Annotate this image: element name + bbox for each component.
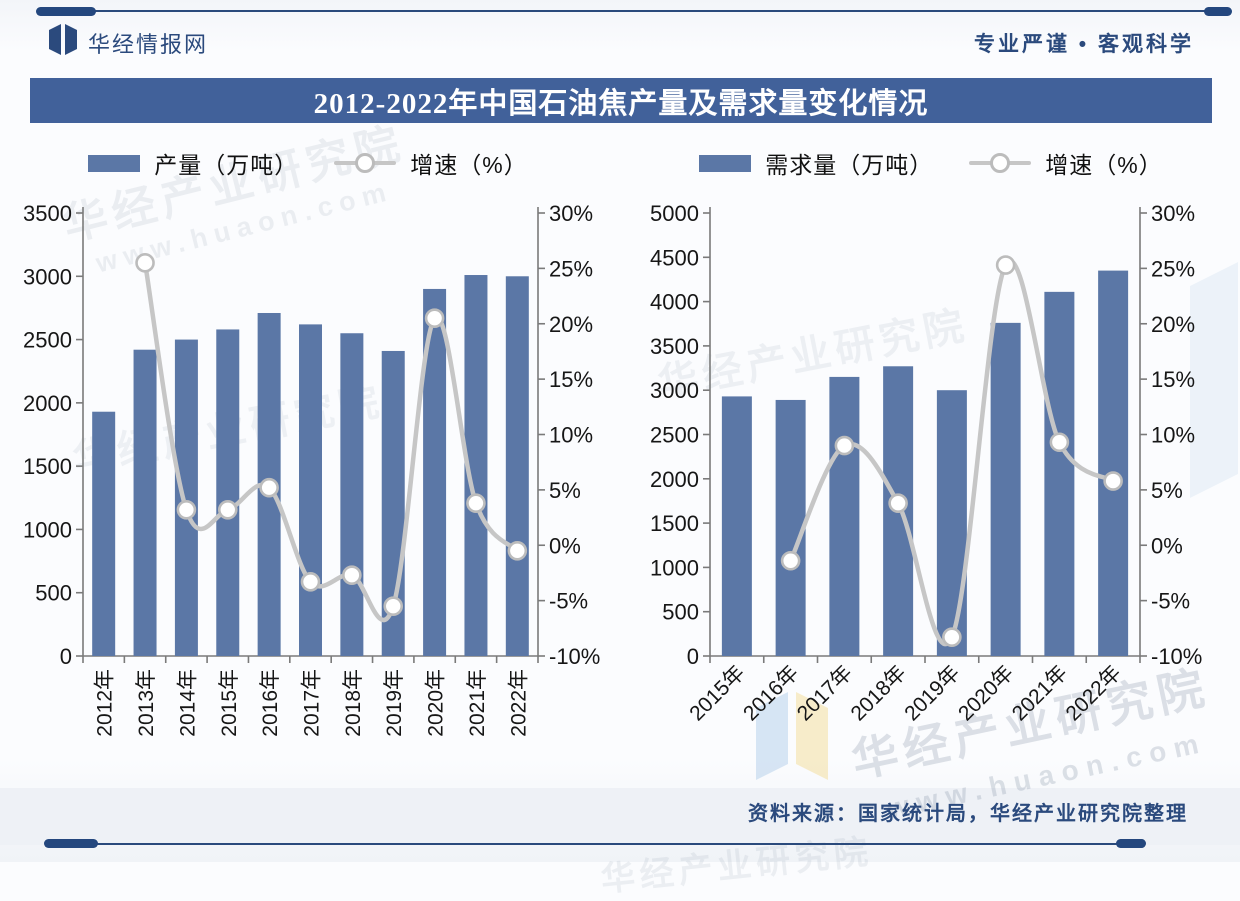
svg-text:2021年: 2021年: [1008, 661, 1072, 725]
svg-text:500: 500: [662, 600, 699, 625]
brand-name: 华经情报网: [88, 32, 209, 57]
svg-text:2018年: 2018年: [847, 661, 911, 725]
svg-text:2500: 2500: [23, 328, 72, 353]
svg-text:2019年: 2019年: [900, 661, 964, 725]
bar-legend-swatch: [699, 154, 752, 172]
svg-text:2012年: 2012年: [94, 669, 117, 737]
bottom-left-dash: [44, 839, 98, 848]
svg-text:2017年: 2017年: [793, 661, 857, 725]
brand-logo-icon: [49, 24, 77, 55]
svg-text:500: 500: [35, 581, 72, 606]
svg-text:1000: 1000: [23, 517, 72, 542]
svg-text:2019年: 2019年: [383, 669, 406, 737]
svg-text:0: 0: [687, 644, 699, 669]
line-legend-label: 增速（%）: [410, 152, 528, 178]
svg-text:10%: 10%: [549, 423, 593, 448]
svg-text:2018年: 2018年: [342, 669, 365, 737]
top-left-dash: [36, 7, 96, 16]
footer-band: [0, 788, 1240, 845]
svg-text:2021年: 2021年: [466, 669, 489, 737]
svg-text:5%: 5%: [1151, 478, 1183, 503]
svg-text:-10%: -10%: [1151, 644, 1202, 669]
marker-icon: [990, 153, 1011, 173]
svg-text:15%: 15%: [1151, 367, 1195, 392]
svg-text:2022年: 2022年: [507, 669, 530, 737]
svg-text:2016年: 2016年: [739, 661, 803, 725]
top-right-dash: [1204, 7, 1232, 16]
page-title: 2012-2022年中国石油焦产量及需求量变化情况: [313, 87, 929, 120]
demand-chart-legend: 需求量（万吨） 增速（%）: [622, 142, 1240, 184]
svg-text:5%: 5%: [549, 478, 581, 503]
line-legend-label: 增速（%）: [1045, 152, 1163, 178]
svg-text:5000: 5000: [650, 201, 699, 226]
svg-text:25%: 25%: [1151, 256, 1195, 281]
svg-text:2015年: 2015年: [685, 661, 749, 725]
svg-text:3000: 3000: [650, 378, 699, 403]
svg-text:3000: 3000: [23, 264, 72, 289]
svg-text:2000: 2000: [650, 467, 699, 492]
svg-text:-5%: -5%: [1151, 589, 1190, 614]
top-rule: [40, 10, 1230, 12]
demand-chart: 需求量（万吨） 增速（%） 0 500 1000 1500 2000 2500 3000 35…: [622, 142, 1240, 793]
svg-text:1500: 1500: [650, 511, 699, 536]
svg-text:2015年: 2015年: [218, 669, 241, 737]
svg-text:0%: 0%: [549, 533, 581, 558]
svg-text:4500: 4500: [650, 245, 699, 270]
marker-icon: [355, 153, 376, 173]
svg-text:10%: 10%: [1151, 423, 1195, 448]
svg-text:1500: 1500: [23, 454, 72, 479]
svg-text:2017年: 2017年: [301, 669, 324, 737]
svg-text:30%: 30%: [1151, 201, 1195, 226]
bar-legend-label: 产量（万吨）: [154, 152, 299, 178]
svg-text:2013年: 2013年: [135, 669, 158, 737]
svg-text:0: 0: [60, 644, 72, 669]
svg-text:2020年: 2020年: [954, 661, 1018, 725]
svg-text:25%: 25%: [549, 256, 593, 281]
svg-text:30%: 30%: [549, 201, 593, 226]
svg-text:3500: 3500: [23, 201, 72, 226]
demand-chart-svg: 0 500 1000 1500 2000 2500 3000 3500 4000 4500 5000…: [650, 201, 1202, 725]
svg-text:-10%: -10%: [549, 644, 600, 669]
line-legend-swatch: [334, 153, 397, 173]
svg-text:3500: 3500: [650, 334, 699, 359]
production-chart-legend: 产量（万吨） 增速（%）: [8, 142, 608, 184]
svg-text:20%: 20%: [1151, 312, 1195, 337]
title-bar: 2012-2022年中国石油焦产量及需求量变化情况: [30, 78, 1212, 123]
svg-text:2020年: 2020年: [425, 669, 448, 737]
svg-text:20%: 20%: [549, 312, 593, 337]
data-source: 资料来源：国家统计局，华经产业研究院整理: [748, 803, 1188, 825]
svg-text:2022年: 2022年: [1062, 661, 1126, 725]
production-chart-svg: 0 500 1000 1500 2000 2500 3000 3500 -10% -5% 0% 5% 1…: [23, 201, 600, 737]
svg-text:15%: 15%: [549, 367, 593, 392]
bar-legend-label: 需求量（万吨）: [765, 152, 934, 178]
production-chart: 产量（万吨） 增速（%） 0 500 1000 1500 2000 2500 3000 350…: [8, 142, 608, 793]
svg-text:-5%: -5%: [549, 589, 588, 614]
line-legend-swatch: [969, 153, 1032, 173]
bar-legend-swatch: [88, 154, 141, 172]
svg-text:1000: 1000: [650, 555, 699, 580]
svg-text:2000: 2000: [23, 391, 72, 416]
header-slogan: 专业严谨 • 客观科学: [973, 33, 1194, 56]
svg-text:2500: 2500: [650, 423, 699, 448]
svg-text:2016年: 2016年: [259, 669, 282, 737]
background: [0, 0, 1240, 862]
svg-text:0%: 0%: [1151, 533, 1183, 558]
svg-text:4000: 4000: [650, 290, 699, 315]
bottom-right-dash: [1116, 839, 1146, 848]
bottom-rule: [48, 843, 1130, 845]
svg-text:2014年: 2014年: [176, 669, 199, 737]
